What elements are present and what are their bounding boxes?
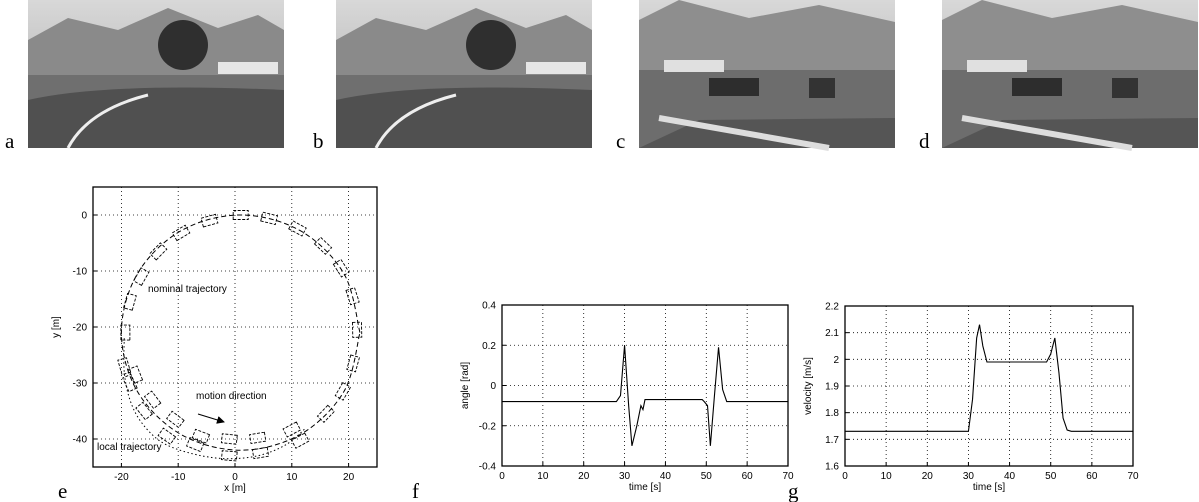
vehicle-box (134, 268, 149, 285)
x-tick-label: -20 (114, 472, 129, 483)
panel-label: g (788, 479, 799, 502)
y-axis-label: y [m] (51, 316, 62, 338)
x-tick-label: -10 (171, 472, 186, 483)
annotation: motion direction (196, 391, 267, 402)
y-axis-label: velocity [m/s] (803, 357, 814, 415)
y-tick-label: 1.8 (825, 408, 839, 419)
y-tick-label: -0.2 (479, 421, 497, 432)
x-tick-label: 70 (782, 471, 794, 482)
photo (639, 0, 895, 148)
x-tick-label: 20 (922, 471, 934, 482)
x-tick-label: 40 (660, 471, 672, 482)
vehicle-box (136, 402, 152, 419)
x-tick-label: 40 (1004, 471, 1016, 482)
y-tick-label: -0.4 (479, 462, 497, 473)
panel-label: a (5, 129, 15, 153)
y-tick-label: -20 (73, 323, 88, 334)
y-tick-label: 1.7 (825, 435, 839, 446)
vehicle-box (187, 438, 204, 452)
y-axis-label: angle [rad] (460, 362, 471, 409)
photo (942, 0, 1198, 148)
y-tick-label: 0.4 (482, 301, 496, 312)
vehicle-box (352, 322, 361, 337)
vehicle-box (315, 237, 332, 254)
vehicle-box (289, 221, 306, 236)
photo (28, 0, 284, 148)
annotation: nominal trajectory (148, 284, 227, 295)
x-tick-label: 0 (499, 471, 505, 482)
x-tick-label: 50 (701, 471, 713, 482)
x-tick-label: 10 (537, 471, 549, 482)
data-line (845, 325, 1133, 432)
plot-frame (502, 305, 788, 466)
photo (336, 0, 592, 148)
vehicle-box (250, 432, 266, 443)
panel-label: e (58, 479, 67, 502)
y-tick-label: 0 (81, 211, 87, 222)
x-tick-label: 20 (578, 471, 590, 482)
dashed-trajectory (121, 215, 360, 450)
x-tick-label: 10 (881, 471, 893, 482)
x-tick-label: 60 (742, 471, 754, 482)
vehicle-box (346, 288, 359, 305)
y-tick-label: -40 (73, 435, 88, 446)
y-tick-label: 0.2 (482, 341, 496, 352)
data-line (502, 345, 788, 446)
y-tick-label: -10 (73, 267, 88, 278)
y-tick-label: 2 (833, 355, 839, 366)
vehicle-box (201, 214, 218, 227)
y-tick-label: 1.6 (825, 462, 839, 473)
panel-label: f (412, 479, 419, 502)
vehicle-box (335, 383, 350, 400)
panel-label: c (616, 129, 625, 153)
x-tick-label: 60 (1086, 471, 1098, 482)
vehicle-box (150, 243, 167, 260)
x-tick-label: 70 (1127, 471, 1139, 482)
vehicle-box (192, 429, 209, 443)
x-tick-label: 30 (963, 471, 975, 482)
vehicle-box (167, 411, 184, 427)
x-tick-label: 10 (286, 472, 298, 483)
vehicle-box (292, 433, 309, 448)
x-axis-label: time [s] (973, 482, 1005, 493)
x-axis-label: x [m] (224, 483, 246, 494)
vehicle-box (283, 422, 300, 437)
y-tick-label: 2.1 (825, 328, 839, 339)
y-tick-label: 0 (490, 381, 496, 392)
annotation: local trajectory (97, 442, 161, 453)
y-tick-label: 2.2 (825, 302, 839, 313)
panel-label: b (313, 129, 324, 153)
x-axis-label: time [s] (629, 482, 661, 493)
figure: a b c d e f g -20-10010200-10-20-30-40x … (0, 0, 1199, 502)
vehicle-box (124, 293, 137, 310)
x-tick-label: 0 (842, 471, 848, 482)
x-tick-label: 20 (343, 472, 355, 483)
x-tick-label: 30 (619, 471, 631, 482)
x-tick-label: 50 (1045, 471, 1057, 482)
y-tick-label: 1.9 (825, 382, 839, 393)
direction-arrow (198, 414, 224, 422)
panel-label: d (919, 129, 930, 153)
x-tick-label: 0 (232, 472, 238, 483)
y-tick-label: -30 (73, 379, 88, 390)
